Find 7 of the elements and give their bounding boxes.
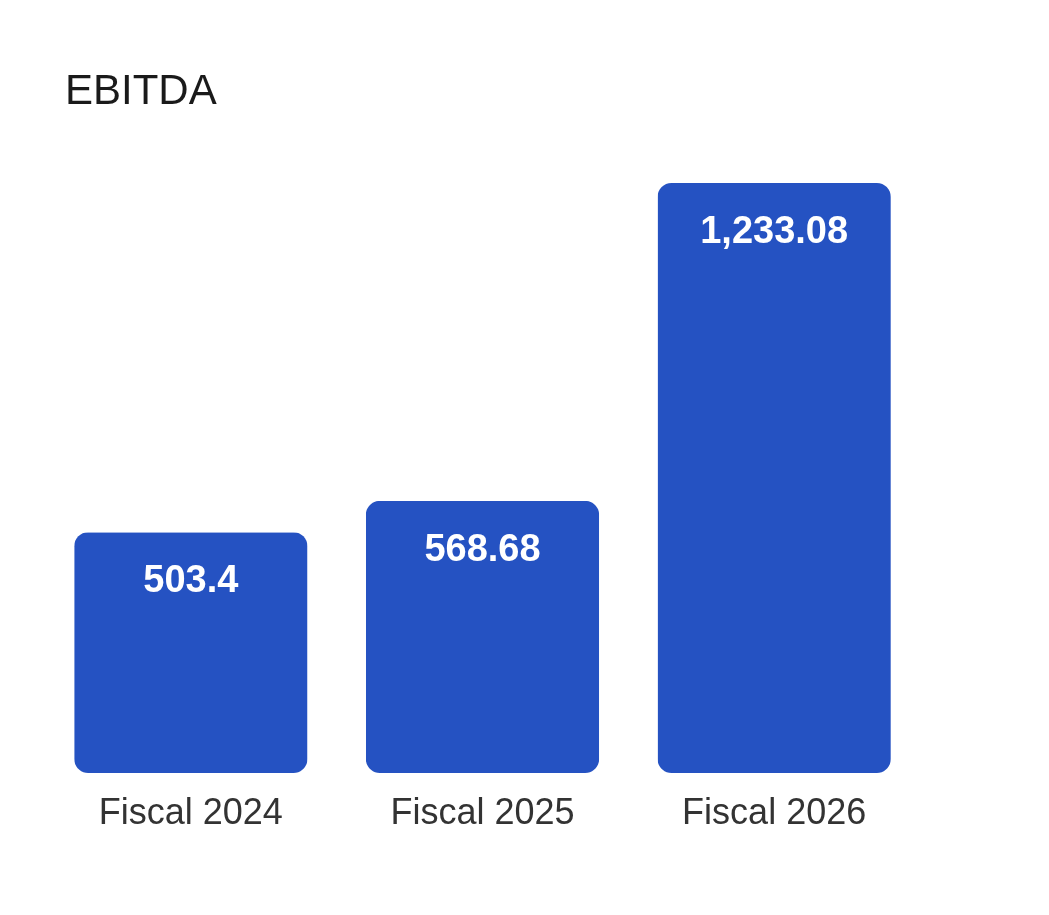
x-tick-label: Fiscal 2025 [390, 790, 575, 832]
x-tick-label: Fiscal 2024 [98, 790, 283, 832]
chart-title: EBITDA [65, 66, 217, 113]
data-label: 1,233.08 [700, 209, 849, 251]
data-label: 503.4 [143, 558, 239, 601]
data-label: 568.68 [424, 526, 541, 569]
x-tick-label: Fiscal 2026 [682, 790, 867, 832]
